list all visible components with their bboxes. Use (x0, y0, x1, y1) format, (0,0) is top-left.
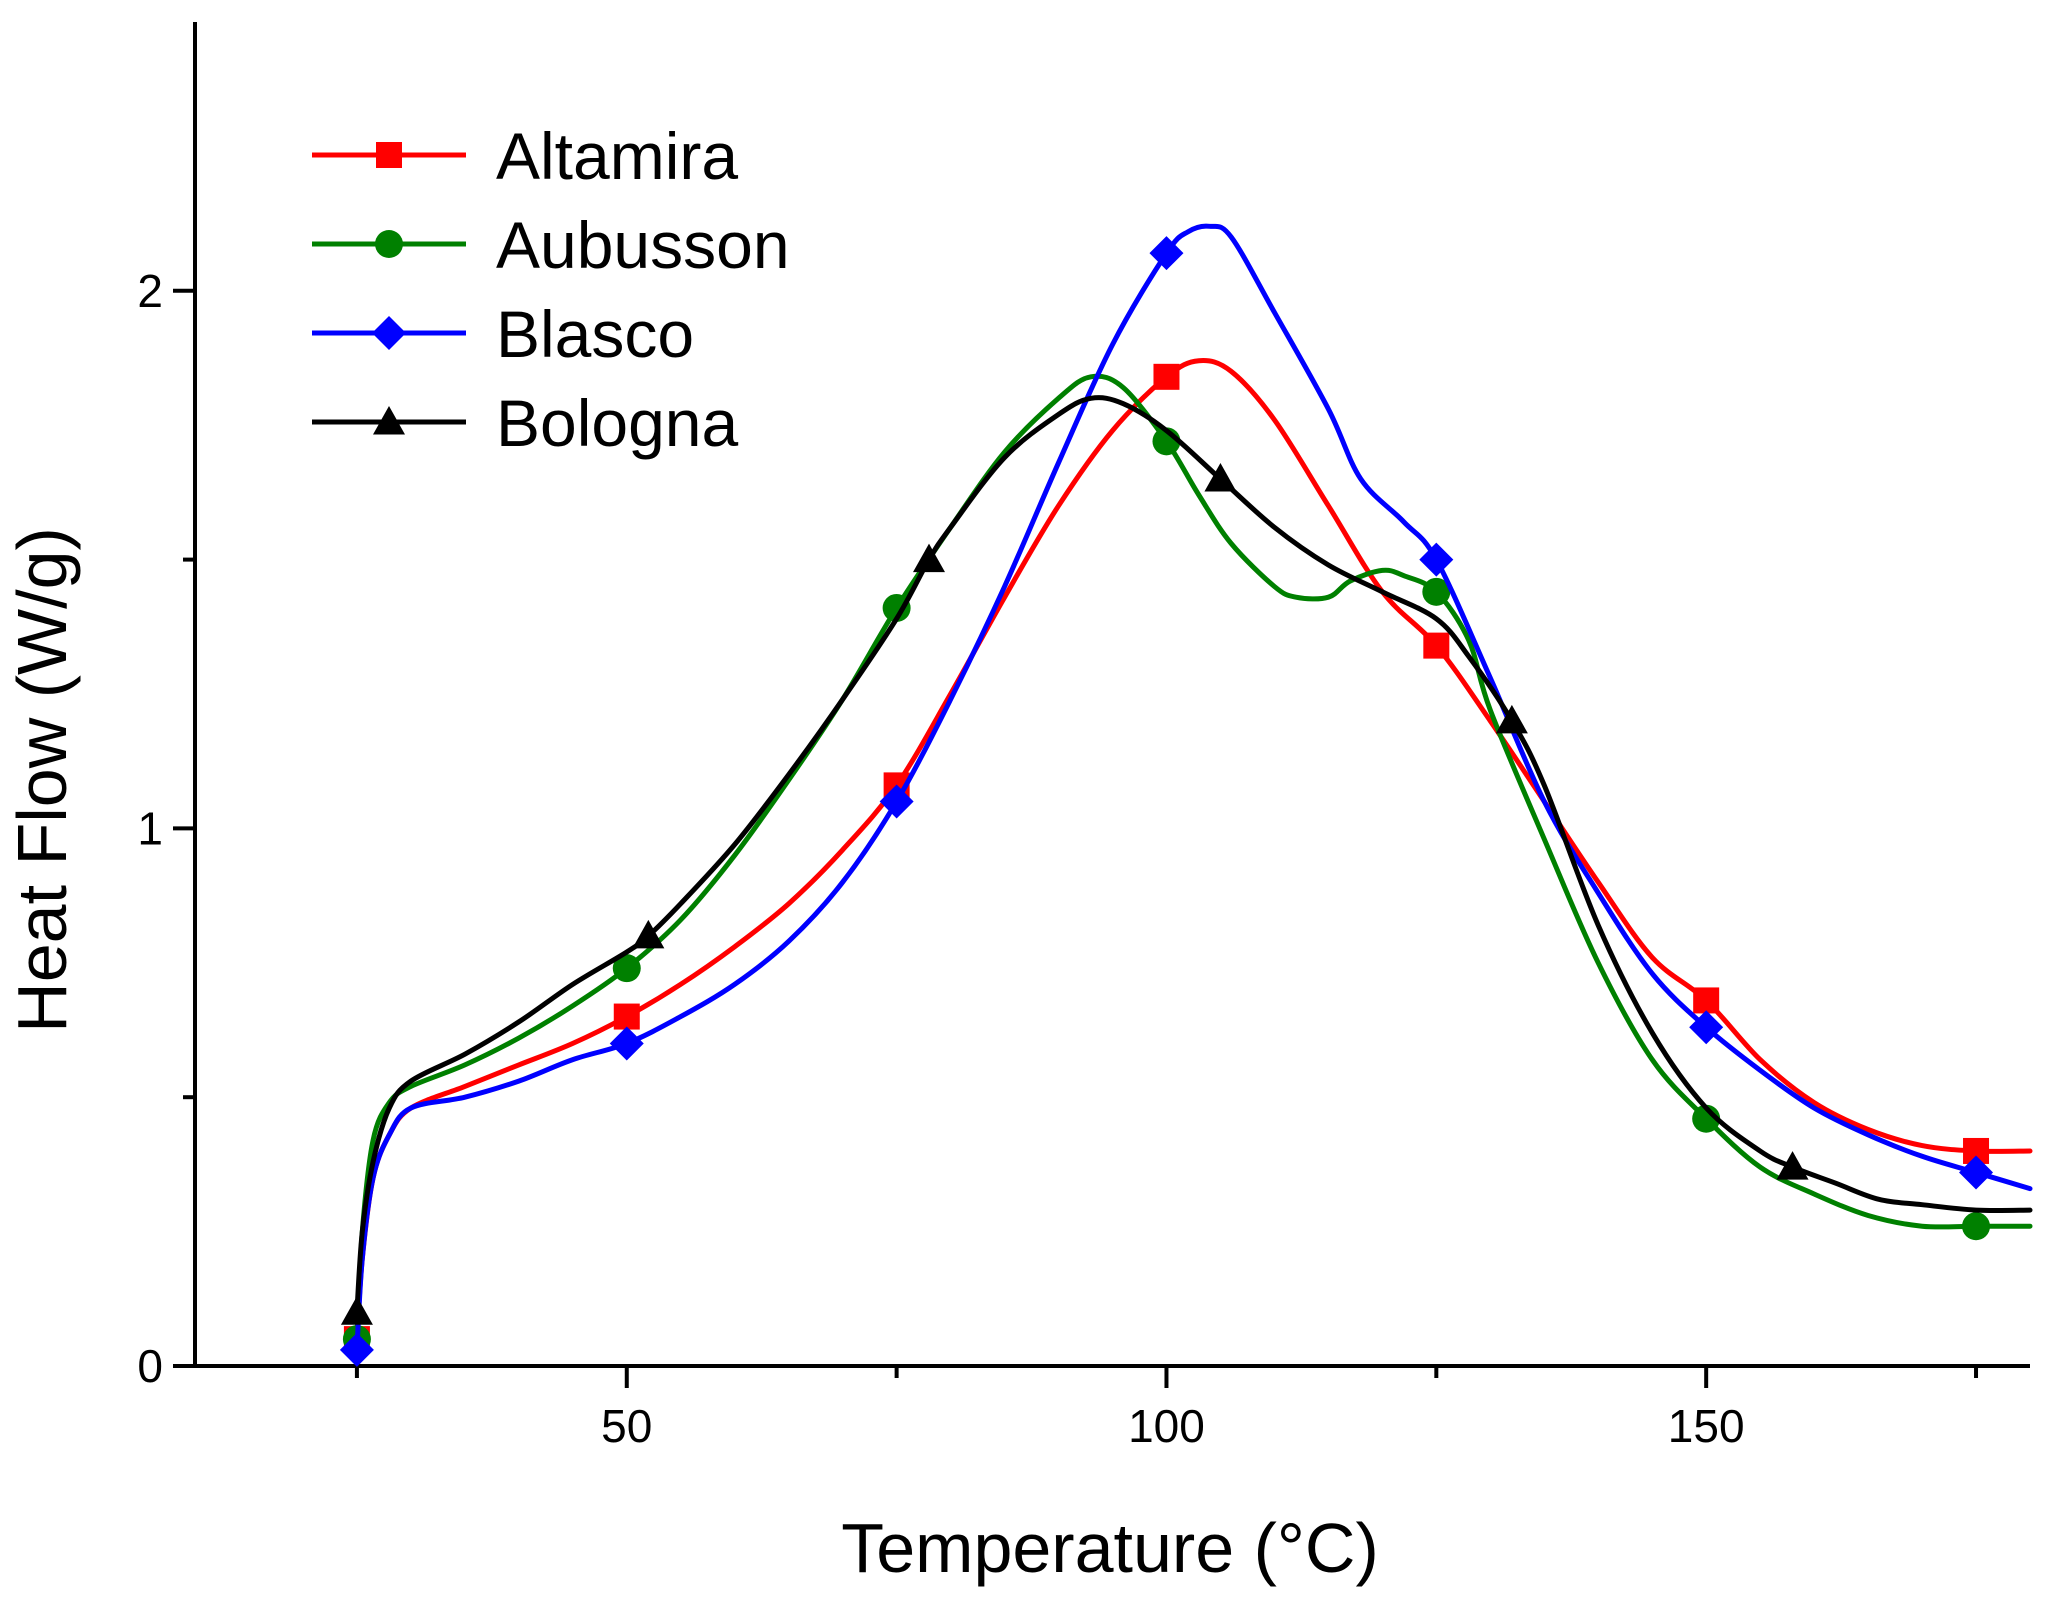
legend-label-bologna: Bologna (496, 386, 739, 460)
y-tick-label: 2 (137, 265, 163, 317)
legend-label-aubusson: Aubusson (496, 208, 790, 282)
data-point-altamira (1423, 632, 1450, 659)
legend-marker-blasco (372, 316, 406, 350)
legend-label-altamira: Altamira (496, 119, 738, 193)
legend-item-bologna: Bologna (312, 386, 739, 460)
series-line-blasco (354, 223, 2033, 1353)
x-tick-label: 150 (1668, 1400, 1745, 1452)
y-tick-label: 0 (137, 1340, 163, 1392)
data-point-aubusson (882, 593, 911, 622)
data-point-bologna (913, 543, 945, 573)
data-point-aubusson (1422, 577, 1451, 606)
data-point-aubusson (1962, 1212, 1991, 1241)
data-point-altamira (1153, 363, 1180, 390)
x-axis-title: Temperature (°C) (841, 1509, 1379, 1587)
series-aubusson (342, 373, 2033, 1354)
legend-item-aubusson: Aubusson (312, 208, 790, 282)
series-line-aubusson (354, 373, 2033, 1342)
y-tick-label: 1 (137, 802, 163, 854)
x-tick-label: 100 (1128, 1400, 1205, 1452)
x-tick-label: 50 (601, 1400, 652, 1452)
legend: Altamira Aubusson Blasco Bologna (312, 119, 790, 460)
data-point-blasco (339, 1332, 374, 1367)
data-point-blasco (1959, 1155, 1994, 1190)
legend-label-blasco: Blasco (496, 297, 694, 371)
series-line-bologna (354, 395, 2033, 1315)
data-point-blasco (1419, 542, 1454, 577)
legend-marker-aubusson (375, 230, 403, 258)
data-point-blasco (1149, 236, 1184, 271)
legend-marker-altamira (376, 142, 402, 168)
data-point-blasco (1689, 1010, 1724, 1045)
series-blasco (339, 223, 2033, 1367)
data-point-bologna (1776, 1151, 1809, 1180)
series-bologna (340, 395, 2033, 1325)
data-point-altamira (1693, 987, 1720, 1014)
legend-item-blasco: Blasco (312, 297, 694, 371)
legend-marker-bologna (373, 406, 405, 435)
data-point-blasco (879, 784, 914, 819)
axes: 50 100 150 0 1 2 (137, 22, 2030, 1452)
data-point-bologna (1495, 704, 1528, 734)
series-line-altamira (354, 358, 2033, 1342)
data-point-altamira (613, 1003, 640, 1030)
y-axis-title: Heat Flow (W/g) (3, 527, 81, 1033)
data-point-aubusson (612, 954, 641, 983)
series-altamira (343, 358, 2033, 1353)
data-point-bologna (340, 1296, 373, 1325)
legend-item-altamira: Altamira (312, 119, 738, 193)
data-point-bologna (1204, 462, 1237, 492)
plot-series (339, 223, 2033, 1367)
data-point-bologna (632, 919, 665, 949)
data-point-blasco (609, 1026, 644, 1061)
